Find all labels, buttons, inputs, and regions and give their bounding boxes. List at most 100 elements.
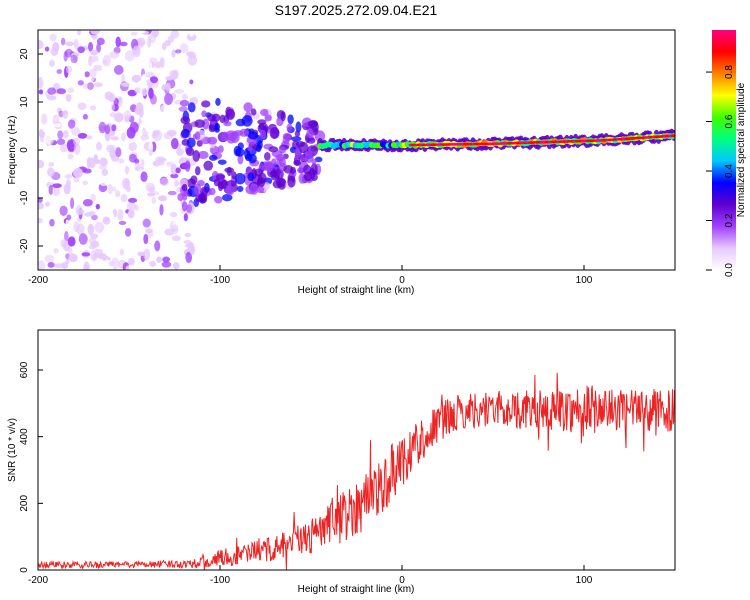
noise-blob: [59, 205, 68, 217]
cluster-blob: [219, 114, 226, 124]
noise-blob: [92, 261, 103, 269]
noise-blob: [65, 41, 75, 47]
noise-blob: [166, 161, 175, 167]
noise-blob: [124, 227, 132, 237]
noise-blob: [81, 60, 86, 68]
cluster-blob: [225, 185, 235, 196]
y-tick-label: -10: [19, 190, 30, 205]
noise-blob: [109, 111, 116, 118]
snr-chart: -200 -100 0 100 0 200 400 600 Height of straig…: [7, 329, 676, 595]
noise-blob: [38, 130, 45, 139]
cluster-blob: [237, 154, 244, 165]
cluster-blob: [200, 186, 208, 197]
cluster-blob: [208, 187, 216, 196]
noise-blob: [73, 221, 80, 233]
cluster-blob: [255, 143, 262, 153]
noise-blob: [52, 41, 60, 53]
noise-blob: [143, 60, 153, 71]
noise-blob: [47, 167, 55, 177]
noise-blob: [108, 260, 115, 267]
noise-blob: [83, 261, 90, 270]
cluster-blob: [259, 129, 267, 140]
noise-blob: [145, 71, 155, 79]
y-tick-label: 600: [19, 361, 30, 378]
noise-blob: [121, 82, 130, 87]
noise-blob: [137, 79, 148, 87]
cluster-blob: [208, 124, 216, 133]
noise-blob: [90, 250, 98, 262]
cluster-blob: [274, 168, 284, 181]
noise-blob: [167, 190, 177, 196]
noise-blob: [186, 204, 193, 213]
noise-blob: [148, 149, 153, 157]
noise-blob: [38, 159, 45, 169]
spectrogram-x-label: Height of straight line (km): [298, 285, 415, 296]
noise-blob: [104, 124, 111, 135]
noise-blob: [48, 185, 54, 195]
noise-blob: [90, 240, 100, 248]
cluster-blob: [226, 180, 237, 188]
noise-blob: [56, 138, 66, 146]
noise-blob: [57, 130, 64, 140]
noise-blob: [87, 41, 94, 52]
noise-blob: [184, 232, 192, 238]
snr-y-label: SNR (10 * v/v): [7, 418, 18, 482]
noise-blob: [159, 74, 166, 83]
noise-blob: [176, 147, 185, 156]
noise-blob: [44, 254, 55, 263]
spectrogram-blobs: [38, 30, 675, 270]
noise-blob: [38, 197, 43, 204]
noise-blob: [90, 30, 101, 35]
noise-blob: [102, 59, 107, 65]
cluster-blob: [221, 194, 233, 202]
noise-blob: [186, 33, 197, 41]
cluster-blob: [215, 174, 225, 180]
noise-blob: [179, 43, 189, 53]
cluster-blob: [243, 102, 253, 113]
noise-blob: [171, 224, 179, 235]
noise-blob: [149, 57, 158, 63]
noise-blob: [189, 79, 194, 85]
cluster-blob: [308, 170, 318, 176]
noise-blob: [45, 129, 52, 135]
noise-blob: [108, 93, 116, 103]
cluster-blob: [247, 172, 255, 182]
noise-blob: [119, 41, 128, 47]
noise-blob: [145, 228, 153, 234]
cluster-blob: [244, 153, 253, 162]
noise-blob: [70, 197, 75, 209]
cluster-blob: [186, 137, 196, 148]
noise-blob: [53, 123, 62, 128]
cluster-blob: [231, 171, 237, 180]
noise-blob: [101, 168, 109, 177]
noise-blob: [157, 195, 168, 202]
noise-blob: [171, 235, 181, 242]
noise-blob: [142, 218, 151, 228]
noise-blob: [166, 129, 177, 137]
cluster-blob: [217, 145, 224, 154]
y-tick-label: 20: [19, 48, 30, 60]
noise-blob: [61, 110, 69, 115]
noise-blob: [105, 144, 116, 153]
x-tick-label: 100: [576, 575, 593, 586]
noise-blob: [148, 87, 154, 100]
noise-blob: [78, 233, 88, 245]
x-tick-label: 0: [399, 275, 405, 286]
noise-blob: [159, 177, 169, 187]
noise-blob: [170, 163, 178, 175]
noise-blob: [141, 88, 148, 97]
cluster-blob: [282, 133, 292, 140]
noise-blob: [126, 201, 136, 212]
noise-blob: [113, 112, 124, 123]
noise-blob: [56, 69, 62, 74]
noise-blob: [136, 37, 146, 47]
cluster-blob: [180, 116, 191, 125]
noise-blob: [127, 89, 137, 97]
y-tick-label: 200: [19, 495, 30, 512]
x-tick-label: -100: [210, 275, 230, 286]
noise-blob: [45, 135, 55, 145]
noise-blob: [184, 243, 193, 248]
spectrogram-y-label: Frequency (Hz): [7, 116, 18, 185]
cluster-blob: [314, 156, 323, 163]
